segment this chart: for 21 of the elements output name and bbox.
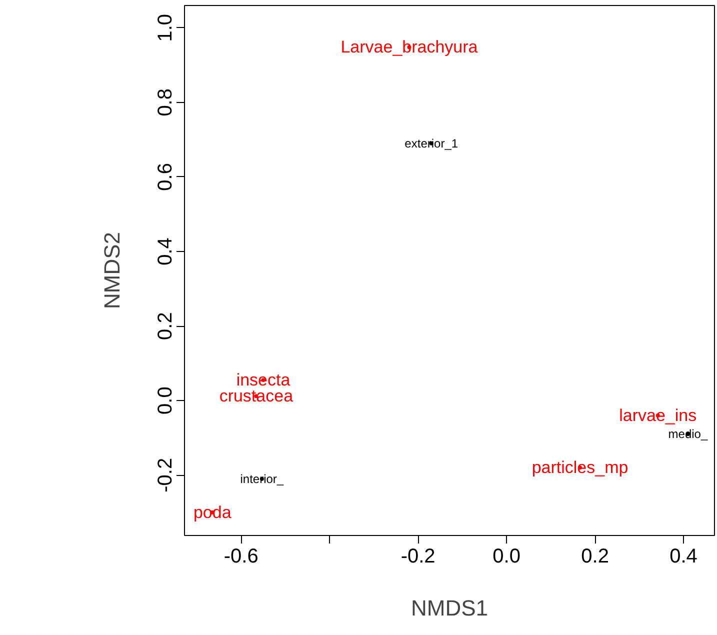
data-label: larvae_ins — [619, 406, 697, 425]
data-label: medio_ — [668, 427, 708, 442]
y-tick-label: 0.4 — [154, 238, 176, 266]
x-tick-label: 0.2 — [581, 546, 609, 568]
data-label: poda — [193, 502, 232, 522]
y-tick-label: 1.0 — [154, 14, 176, 42]
y-tick-label: 0.2 — [154, 312, 176, 340]
x-tick-label: 0.0 — [492, 546, 520, 568]
x-tick-label: -0.6 — [224, 546, 258, 568]
data-label: interior_ — [240, 472, 284, 486]
x-axis-title: NMDS1 — [410, 596, 488, 620]
y-tick-label: 0.8 — [154, 88, 176, 116]
x-tick-label: -0.2 — [400, 546, 436, 568]
data-label: Larvae_brachyura — [340, 38, 478, 57]
x-tick-label: 0.4 — [670, 546, 698, 568]
data-label: particles_mp — [532, 458, 628, 478]
data-label: exterior_1 — [404, 136, 458, 150]
y-tick-label: 0.0 — [154, 386, 176, 414]
y-tick-label: 0.6 — [154, 163, 176, 191]
y-axis-title: NMDS2 — [100, 232, 124, 310]
y-tick-label: -0.2 — [154, 458, 176, 492]
